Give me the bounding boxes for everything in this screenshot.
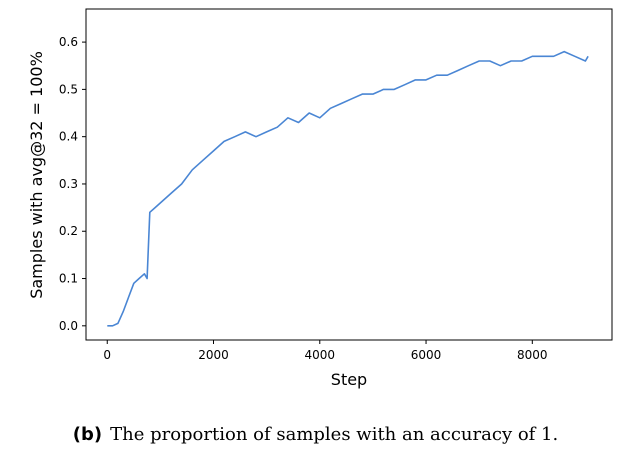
caption-label: (b) (72, 424, 103, 445)
x-tick-label: 6000 (411, 348, 442, 362)
x-tick-label: 4000 (305, 348, 336, 362)
x-axis-title: Step (331, 370, 367, 389)
series-line-0 (107, 50, 589, 327)
y-tick-label: 0.0 (59, 319, 78, 333)
y-tick-label: 0.3 (59, 177, 78, 191)
x-tick-label: 2000 (198, 348, 229, 362)
plot-frame (85, 8, 613, 341)
y-tick-label: 0.2 (59, 224, 78, 238)
caption-text: The proportion of samples with an accura… (110, 424, 559, 445)
y-tick-label: 0.1 (59, 272, 78, 286)
y-axis-title: Samples with avg@32 = 100% (27, 51, 46, 299)
y-tick-label: 0.6 (59, 35, 78, 49)
y-tick-label: 0.4 (59, 130, 78, 144)
x-tick-label: 0 (103, 348, 111, 362)
x-tick-label: 8000 (517, 348, 548, 362)
y-tick-label: 0.5 (59, 82, 78, 96)
figure-caption: (b) The proportion of samples with an acc… (0, 424, 631, 445)
